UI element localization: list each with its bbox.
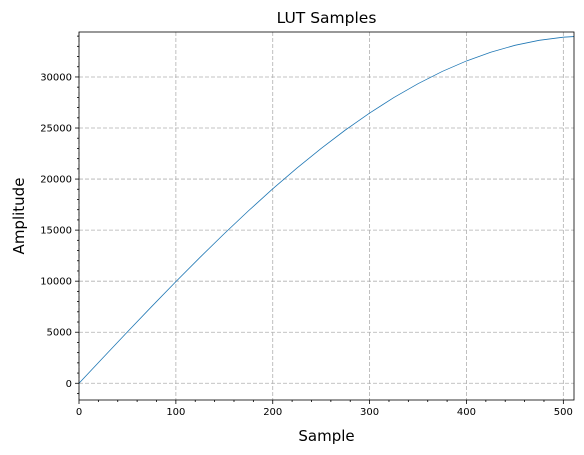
- axis-ticks: 0 100 200 300 400 500050001000015000200002500…: [40, 35, 573, 418]
- x-tick-label: 300: [360, 407, 379, 418]
- y-tick-label: 15000: [40, 226, 72, 237]
- y-tick-label: 0: [66, 379, 72, 390]
- plot-frame: [78, 31, 575, 401]
- series-layer: [78, 36, 575, 384]
- x-tick-label: 400: [457, 407, 476, 418]
- series-line: [78, 36, 575, 384]
- x-tick-label: 200: [263, 407, 282, 418]
- y-tick-label: 5000: [47, 328, 72, 339]
- x-tick-label: 0: [76, 407, 82, 418]
- y-tick-label: 25000: [40, 124, 72, 135]
- y-tick-label: 20000: [40, 175, 72, 186]
- chart-title: LUT Samples: [277, 9, 377, 27]
- grid-lines: [78, 32, 574, 400]
- x-axis-label: Sample: [298, 427, 354, 445]
- y-tick-label: 30000: [40, 72, 72, 83]
- y-tick-label: 10000: [40, 277, 72, 288]
- x-tick-label: 100: [166, 407, 185, 418]
- y-axis-label: Amplitude: [10, 178, 28, 255]
- x-tick-label: 500: [554, 407, 573, 418]
